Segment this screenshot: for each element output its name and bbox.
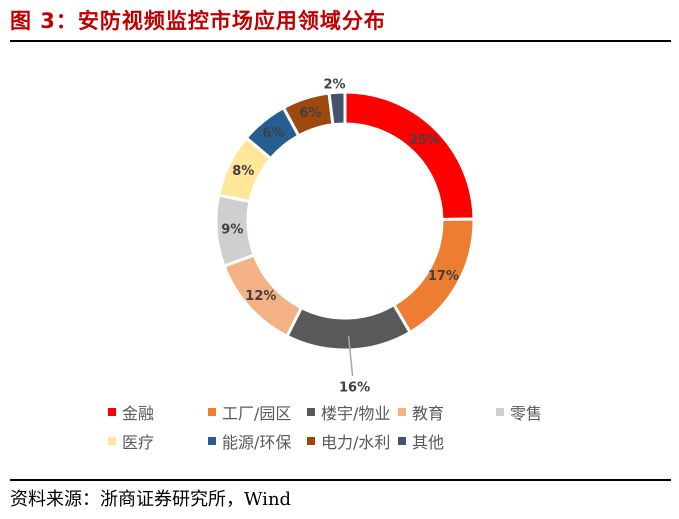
slice-label: 6%: [263, 126, 285, 141]
legend-item-retail: 零售: [496, 400, 542, 424]
legend-label: 楼宇/物业: [321, 404, 391, 423]
slice-label: 9%: [221, 222, 243, 237]
legend-label: 电力/水利: [321, 433, 391, 452]
legend-swatch: [208, 408, 216, 416]
donut-slices: [214, 90, 476, 352]
legend-swatch: [307, 437, 315, 445]
source-divider: [10, 479, 671, 481]
legend-item-power: 电力/水利: [307, 429, 390, 453]
legend-swatch: [208, 437, 216, 445]
legend-swatch: [398, 408, 406, 416]
leader-line: [347, 335, 354, 377]
donut-slice: [284, 302, 413, 352]
slice-label: 8%: [232, 164, 254, 179]
legend-swatch: [108, 437, 116, 445]
slice-label: 25%: [409, 133, 440, 148]
legend-item-finance: 金融: [108, 400, 154, 424]
legend-item-other: 其他: [398, 429, 444, 453]
slice-label: 16%: [339, 380, 370, 394]
slice-label: 17%: [428, 269, 459, 284]
legend-swatch: [496, 408, 504, 416]
legend-label: 金融: [122, 404, 155, 423]
legend-label: 工厂/园区: [222, 404, 292, 423]
slice-label: 12%: [245, 289, 276, 304]
legend-item-factory: 工厂/园区: [208, 400, 291, 424]
legend-swatch: [307, 408, 315, 416]
slice-label: 2%: [323, 78, 345, 93]
donut-slice: [343, 90, 476, 222]
legend-item-education: 教育: [398, 400, 444, 424]
title-divider: [10, 40, 671, 42]
chart-legend: 金融 工厂/园区 楼宇/物业 教育 零售 医疗 能源/环保 电力/: [108, 400, 578, 458]
legend-item-energy: 能源/环保: [208, 429, 291, 453]
legend-label: 零售: [510, 404, 543, 423]
slice-label: 6%: [299, 106, 321, 121]
legend-swatch: [108, 408, 116, 416]
legend-row-1: 金融 工厂/园区 楼宇/物业 教育 零售: [108, 400, 578, 429]
legend-row-2: 医疗 能源/环保 电力/水利 其他: [108, 429, 578, 458]
legend-label: 医疗: [122, 433, 155, 452]
figure-title: 图 3：安防视频监控市场应用领域分布: [10, 9, 386, 33]
legend-label: 能源/环保: [222, 433, 292, 452]
slice-labels: 25%17%16%12%9%8%6%6%2%: [221, 78, 459, 395]
source-note: 资料来源：浙商证券研究所，Wind: [10, 489, 292, 510]
legend-swatch: [398, 437, 406, 445]
legend-item-building: 楼宇/物业: [307, 400, 390, 424]
legend-label: 其他: [412, 433, 445, 452]
donut-chart: 25%17%16%12%9%8%6%6%2%: [214, 78, 476, 395]
legend-label: 教育: [412, 404, 445, 423]
donut-slice: [327, 90, 347, 127]
legend-item-medical: 医疗: [108, 429, 154, 453]
